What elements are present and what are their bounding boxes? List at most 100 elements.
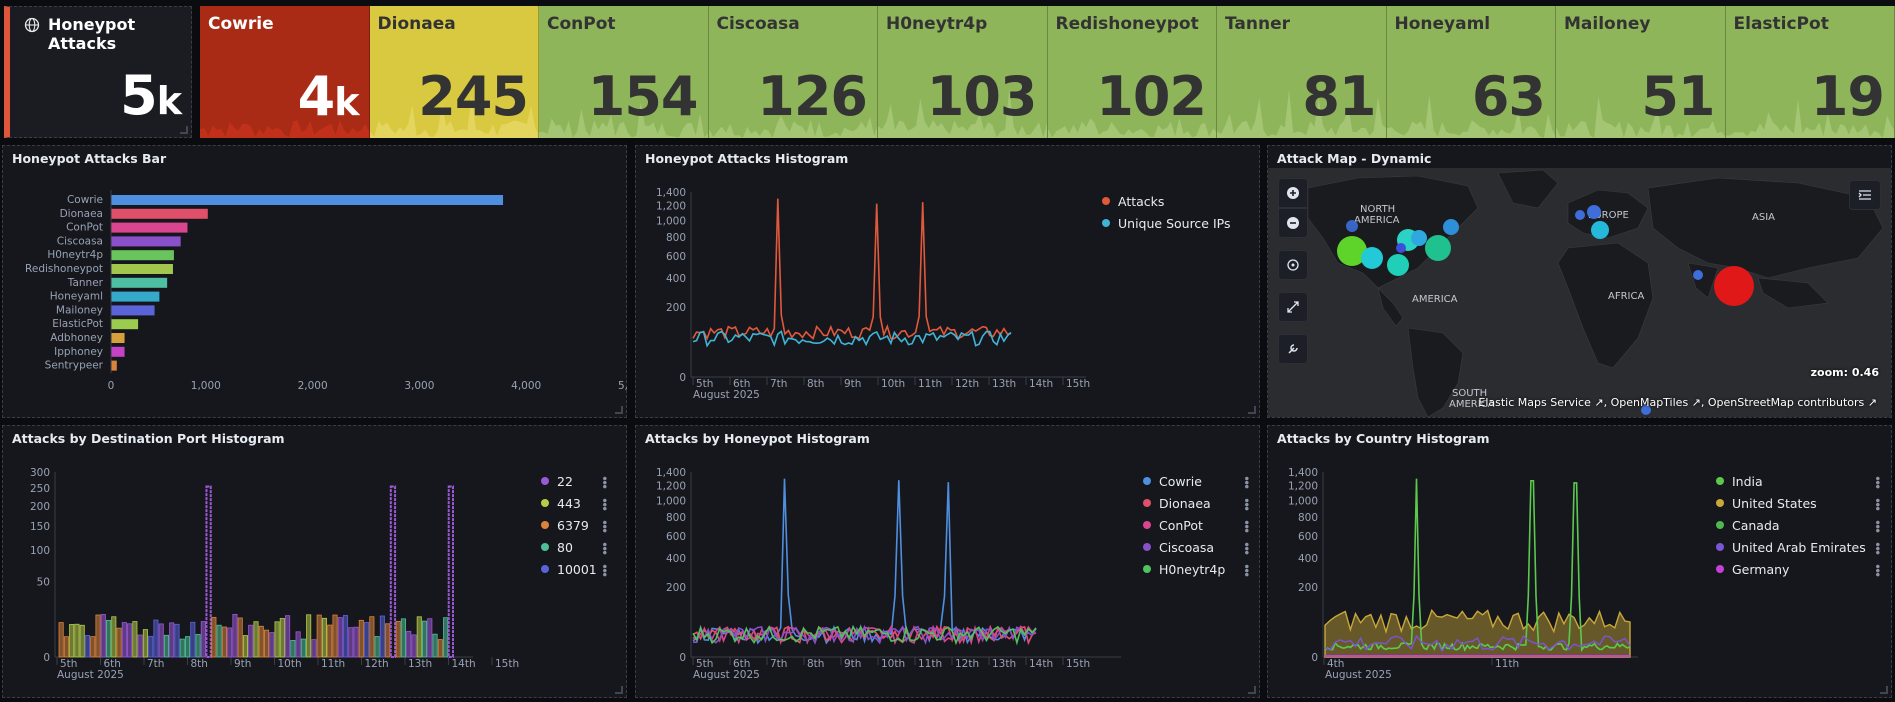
resize-handle[interactable] [1248,686,1256,694]
histogram-bar[interactable] [332,614,338,658]
legend-item[interactable]: United States ••• [1716,492,1884,514]
locate-button[interactable] [1278,250,1308,280]
histogram-bar[interactable] [443,617,449,658]
histogram-bar[interactable] [216,624,222,658]
histogram-bar[interactable] [258,625,264,658]
legend-actions-icon[interactable]: ••• [1870,518,1884,532]
legend-item[interactable]: Unique Source IPs [1102,212,1252,234]
legend-actions-icon[interactable]: ••• [597,562,611,576]
metric-tile-mailoney[interactable]: Mailoney 51 [1556,6,1726,138]
fullscreen-button[interactable] [1278,292,1308,322]
histogram-bar[interactable] [437,639,443,658]
metric-tile-ciscoasa[interactable]: Ciscoasa 126 [708,6,878,138]
histogram-bar[interactable] [211,616,217,658]
series-line[interactable] [692,198,1012,341]
histogram-bar[interactable] [169,622,175,658]
histogram-bar[interactable] [227,627,233,658]
histogram-bar[interactable] [279,618,285,658]
bar[interactable] [111,319,139,330]
resize-handle[interactable] [615,686,623,694]
metric-tile-tanner[interactable]: Tanner 81 [1217,6,1387,138]
metric-tile-cowrie[interactable]: Cowrie 4k [200,6,370,138]
series-line[interactable] [693,624,1037,645]
legend-actions-icon[interactable]: ••• [597,474,611,488]
histogram-bar[interactable] [132,621,138,658]
legend-item[interactable]: Attacks [1102,190,1252,212]
histogram-bar[interactable] [285,615,291,658]
histogram-bar[interactable] [316,614,322,658]
histogram-bar[interactable] [385,623,391,658]
histogram-bar[interactable] [389,485,397,658]
legend-actions-icon[interactable]: ••• [1870,474,1884,488]
histogram-bar[interactable] [263,629,270,658]
histogram-bar[interactable] [432,633,438,658]
histogram-bar[interactable] [74,623,80,658]
legend-item[interactable]: Ciscoasa ••• [1143,536,1253,558]
resize-handle[interactable] [180,126,188,134]
tools-button[interactable] [1278,334,1308,364]
histogram-bar[interactable] [348,627,354,658]
metric-tile-conpot[interactable]: ConPot 154 [539,6,709,138]
histogram-bar[interactable] [163,634,169,658]
legend-actions-icon[interactable]: ••• [597,496,611,510]
legend-actions-icon[interactable]: ••• [1239,540,1253,554]
histogram-bar[interactable] [311,639,317,658]
histogram-bar[interactable] [69,624,75,658]
histogram-bar[interactable] [358,619,364,658]
layer-control-button[interactable] [1849,180,1881,210]
zoom-out-button[interactable] [1278,208,1308,238]
histogram-bar[interactable] [300,638,306,658]
bar[interactable] [111,333,125,343]
legend-actions-icon[interactable]: ••• [597,540,611,554]
histogram-bar[interactable] [142,629,148,658]
bar[interactable] [111,346,125,357]
bar[interactable] [111,250,174,261]
legend-item[interactable]: Canada ••• [1716,514,1884,536]
histogram-bar[interactable] [416,616,422,658]
bar[interactable] [111,236,181,247]
bar[interactable] [111,208,208,219]
histogram-bar[interactable] [274,621,280,658]
bar[interactable] [111,291,160,302]
histogram-bar[interactable] [63,636,69,658]
histogram-bar[interactable] [337,617,343,658]
legend-item[interactable]: H0neytr4p ••• [1143,558,1253,580]
legend-item[interactable]: Dionaea ••• [1143,492,1253,514]
legend-item[interactable]: Germany ••• [1716,558,1884,580]
histogram-bar[interactable] [342,615,349,658]
bar[interactable] [111,360,117,371]
histogram-bar[interactable] [111,616,117,658]
histogram-bar[interactable] [253,621,259,658]
histogram-bar[interactable] [116,627,122,658]
metric-tile-honeyaml[interactable]: Honeyaml 63 [1386,6,1556,138]
histogram-bar[interactable] [179,638,185,658]
histogram-bar[interactable] [411,634,417,658]
histogram-bar[interactable] [106,619,112,658]
histogram-bar[interactable] [374,636,380,658]
histogram-bar[interactable] [290,640,296,658]
series-line[interactable] [692,330,1012,348]
resize-handle[interactable] [615,406,623,414]
zoom-in-button[interactable] [1278,178,1308,208]
histogram-bar[interactable] [90,636,96,658]
legend-item[interactable]: 443 ••• [541,492,611,514]
histogram-bar[interactable] [232,613,238,658]
histogram-bar[interactable] [127,623,133,658]
histogram-bar[interactable] [421,620,428,658]
histogram-bar[interactable] [174,623,180,658]
series-line[interactable] [1324,634,1631,653]
histogram-bar[interactable] [153,619,159,658]
histogram-bar[interactable] [321,617,328,658]
histogram-bar[interactable] [95,614,101,658]
histogram-bar[interactable] [195,634,201,658]
histogram-bar[interactable] [237,617,243,658]
histogram-bar[interactable] [221,626,227,658]
metric-tile-elasticpot[interactable]: ElasticPot 19 [1725,6,1895,138]
histogram-bar[interactable] [79,624,85,658]
legend-item[interactable]: 6379 ••• [541,514,611,536]
series-line[interactable] [692,624,1037,646]
histogram-bar[interactable] [121,622,127,658]
histogram-bar[interactable] [200,621,206,658]
legend-item[interactable]: 80 ••• [541,536,611,558]
metric-tile-redishoneypot[interactable]: Redishoneypot 102 [1047,6,1217,138]
